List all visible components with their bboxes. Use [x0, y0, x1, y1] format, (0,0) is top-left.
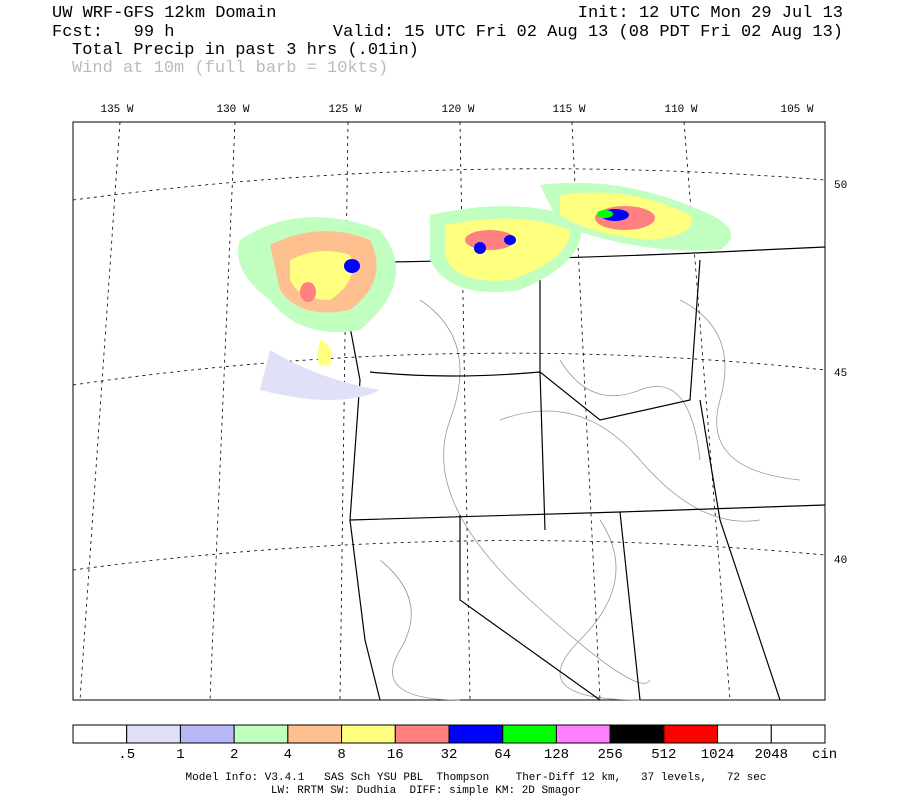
longitude-label: 135 W: [100, 104, 133, 116]
latitude-labels: 50 45 40: [834, 180, 847, 567]
latitude-label: 40: [834, 555, 847, 567]
color-box: [287, 724, 343, 744]
latitude-label: 50: [834, 180, 847, 192]
color-box: [233, 724, 289, 744]
color-box: [179, 724, 235, 744]
color-box: [663, 724, 719, 744]
color-label: 128: [544, 747, 569, 763]
footer-line: LW: RRTM SW: Dudhia DIFF: simple KM: 2D …: [271, 785, 581, 797]
color-box: [341, 724, 396, 744]
terrain-contours: [379, 299, 801, 701]
forecast-hour: Fcst: 99 h: [52, 23, 174, 42]
color-label: 2048: [754, 747, 788, 763]
field-name: Total Precip in past 3 hrs (.01in): [72, 41, 419, 60]
color-box: [502, 724, 557, 744]
color-box: [448, 724, 504, 744]
color-label: .5: [118, 747, 135, 763]
graticule: [72, 121, 826, 701]
longitude-label: 120 W: [441, 104, 474, 116]
map-frame: [72, 121, 826, 701]
precip-areas: [238, 182, 732, 400]
color-label: 1: [176, 747, 184, 763]
footer-line: Model Info: V3.4.1 SAS Sch YSU PBL Thomp…: [186, 772, 767, 784]
map: [72, 121, 826, 701]
wind-note: Wind at 10m (full barb = 10kts): [72, 59, 388, 78]
latitude-label: 45: [834, 368, 847, 380]
color-box: [717, 724, 772, 744]
init-time: Init: 12 UTC Mon 29 Jul 13: [578, 4, 843, 23]
color-label: 8: [337, 747, 345, 763]
model-title: UW WRF-GFS 12km Domain: [52, 4, 276, 23]
color-label: 16: [387, 747, 404, 763]
color-box: [126, 724, 181, 744]
longitude-label: 115 W: [552, 104, 585, 116]
longitude-label: 125 W: [328, 104, 361, 116]
color-label: 512: [651, 747, 676, 763]
color-unit: cin: [812, 747, 837, 763]
color-box: [555, 724, 611, 744]
color-box: [394, 724, 450, 744]
color-label: 256: [598, 747, 623, 763]
longitude-label: 105 W: [780, 104, 813, 116]
color-label: 2: [230, 747, 238, 763]
color-label: 1024: [701, 747, 735, 763]
valid-time: Valid: 15 UTC Fri 02 Aug 13 (08 PDT Fri …: [333, 23, 843, 42]
longitude-label: 110 W: [664, 104, 697, 116]
color-label: 4: [284, 747, 292, 763]
color-label: 32: [441, 747, 458, 763]
color-label: 64: [494, 747, 511, 763]
color-box: [72, 724, 128, 744]
color-box: [609, 724, 665, 744]
color-box: [770, 724, 826, 744]
longitude-labels: 135 W 130 W 125 W 120 W 115 W 110 W 105 W: [100, 104, 813, 116]
longitude-label: 130 W: [216, 104, 249, 116]
colorbar: .5 1 2 4 8 16 32 64 128 256 512 1024 2048 cin: [72, 724, 837, 763]
